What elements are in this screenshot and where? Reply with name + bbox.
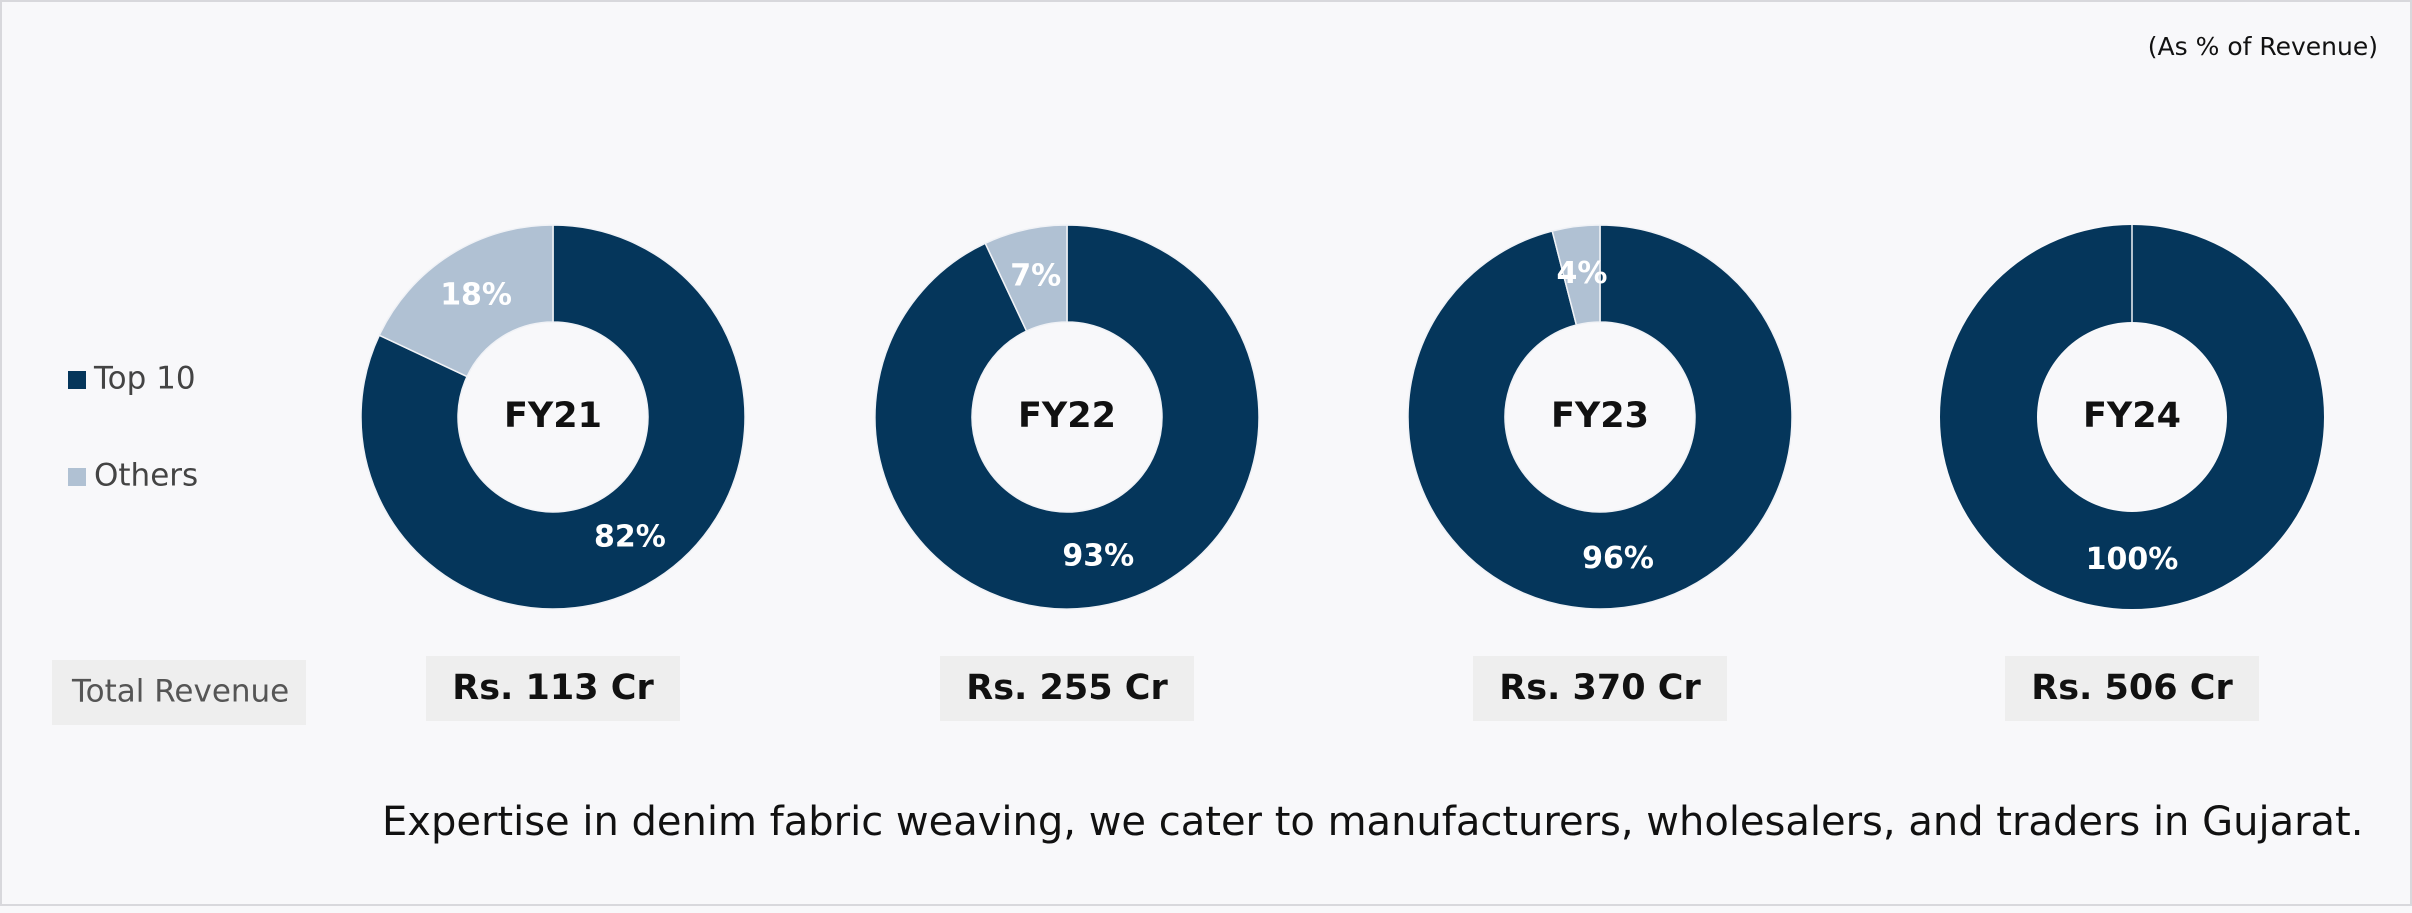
legend-swatch (68, 468, 86, 486)
value-label: 18% (440, 277, 512, 312)
donut-title: FY24 (2083, 396, 2181, 436)
value-label: 7% (1010, 258, 1061, 293)
donut-slice (984, 224, 1068, 333)
note: (As % of Revenue) (2148, 32, 2378, 61)
revenue-label: Total Revenue (71, 674, 289, 710)
legend-label: Top 10 (93, 361, 196, 397)
revenue-box (2005, 656, 2259, 721)
revenue-box (940, 656, 1194, 721)
donut-slice (1551, 224, 1601, 326)
revenue-box (426, 656, 680, 721)
donut-slice (1940, 225, 2324, 609)
value-label: 96% (1582, 541, 1654, 576)
donut-title: FY21 (504, 396, 602, 436)
revenue-label-box (52, 660, 306, 725)
value-label: 100% (2086, 542, 2179, 577)
revenue-value: Rs. 113 Cr (452, 668, 654, 708)
revenue-value: Rs. 506 Cr (2031, 668, 2233, 708)
value-label: 4% (1557, 256, 1608, 291)
legend-label: Others (94, 458, 198, 494)
donut-title: FY22 (1018, 396, 1116, 436)
legend-swatch (68, 371, 86, 389)
revenue-box (1473, 656, 1727, 721)
revenue-value: Rs. 370 Cr (1499, 668, 1701, 708)
footer: Expertise in denim fabric weaving, we ca… (382, 799, 2363, 845)
donut-slice (874, 224, 1260, 610)
donut-title: FY23 (1551, 396, 1649, 436)
donut-slice (1407, 224, 1793, 610)
value-label: 82% (594, 520, 666, 555)
revenue-value: Rs. 255 Cr (966, 668, 1168, 708)
donut-slice (378, 224, 554, 378)
donut-slice (360, 224, 746, 610)
value-label: 93% (1062, 539, 1134, 574)
